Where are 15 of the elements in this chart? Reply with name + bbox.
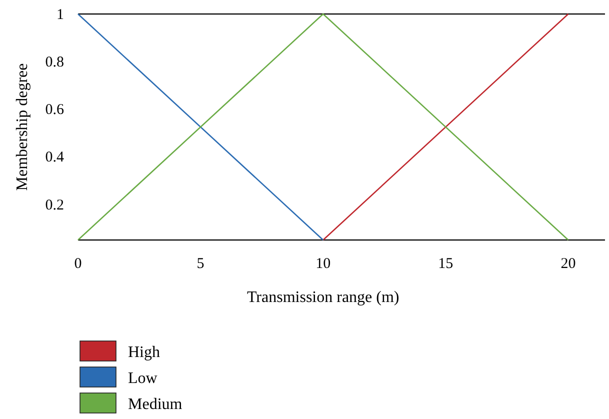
- x-tick-label: 15: [438, 256, 454, 272]
- y-tick-label: 0.2: [45, 197, 64, 214]
- y-axis-title: Membership degree: [14, 63, 31, 191]
- x-tick-label: 10: [316, 256, 331, 272]
- y-tick-label: 1: [56, 7, 64, 23]
- legend-label: High: [128, 344, 160, 361]
- y-tick-label: 0.8: [45, 54, 64, 71]
- x-tick-label: 20: [560, 256, 576, 272]
- y-tick-label: 0.4: [45, 150, 64, 166]
- legend-label: Low: [128, 370, 158, 387]
- x-tick-label: 0: [74, 256, 82, 272]
- y-tick-label: 0.6: [45, 102, 64, 118]
- legend-label: Medium: [128, 396, 183, 413]
- x-axis-title: Transmission range (m): [246, 289, 400, 306]
- x-tick-label: 5: [196, 256, 204, 272]
